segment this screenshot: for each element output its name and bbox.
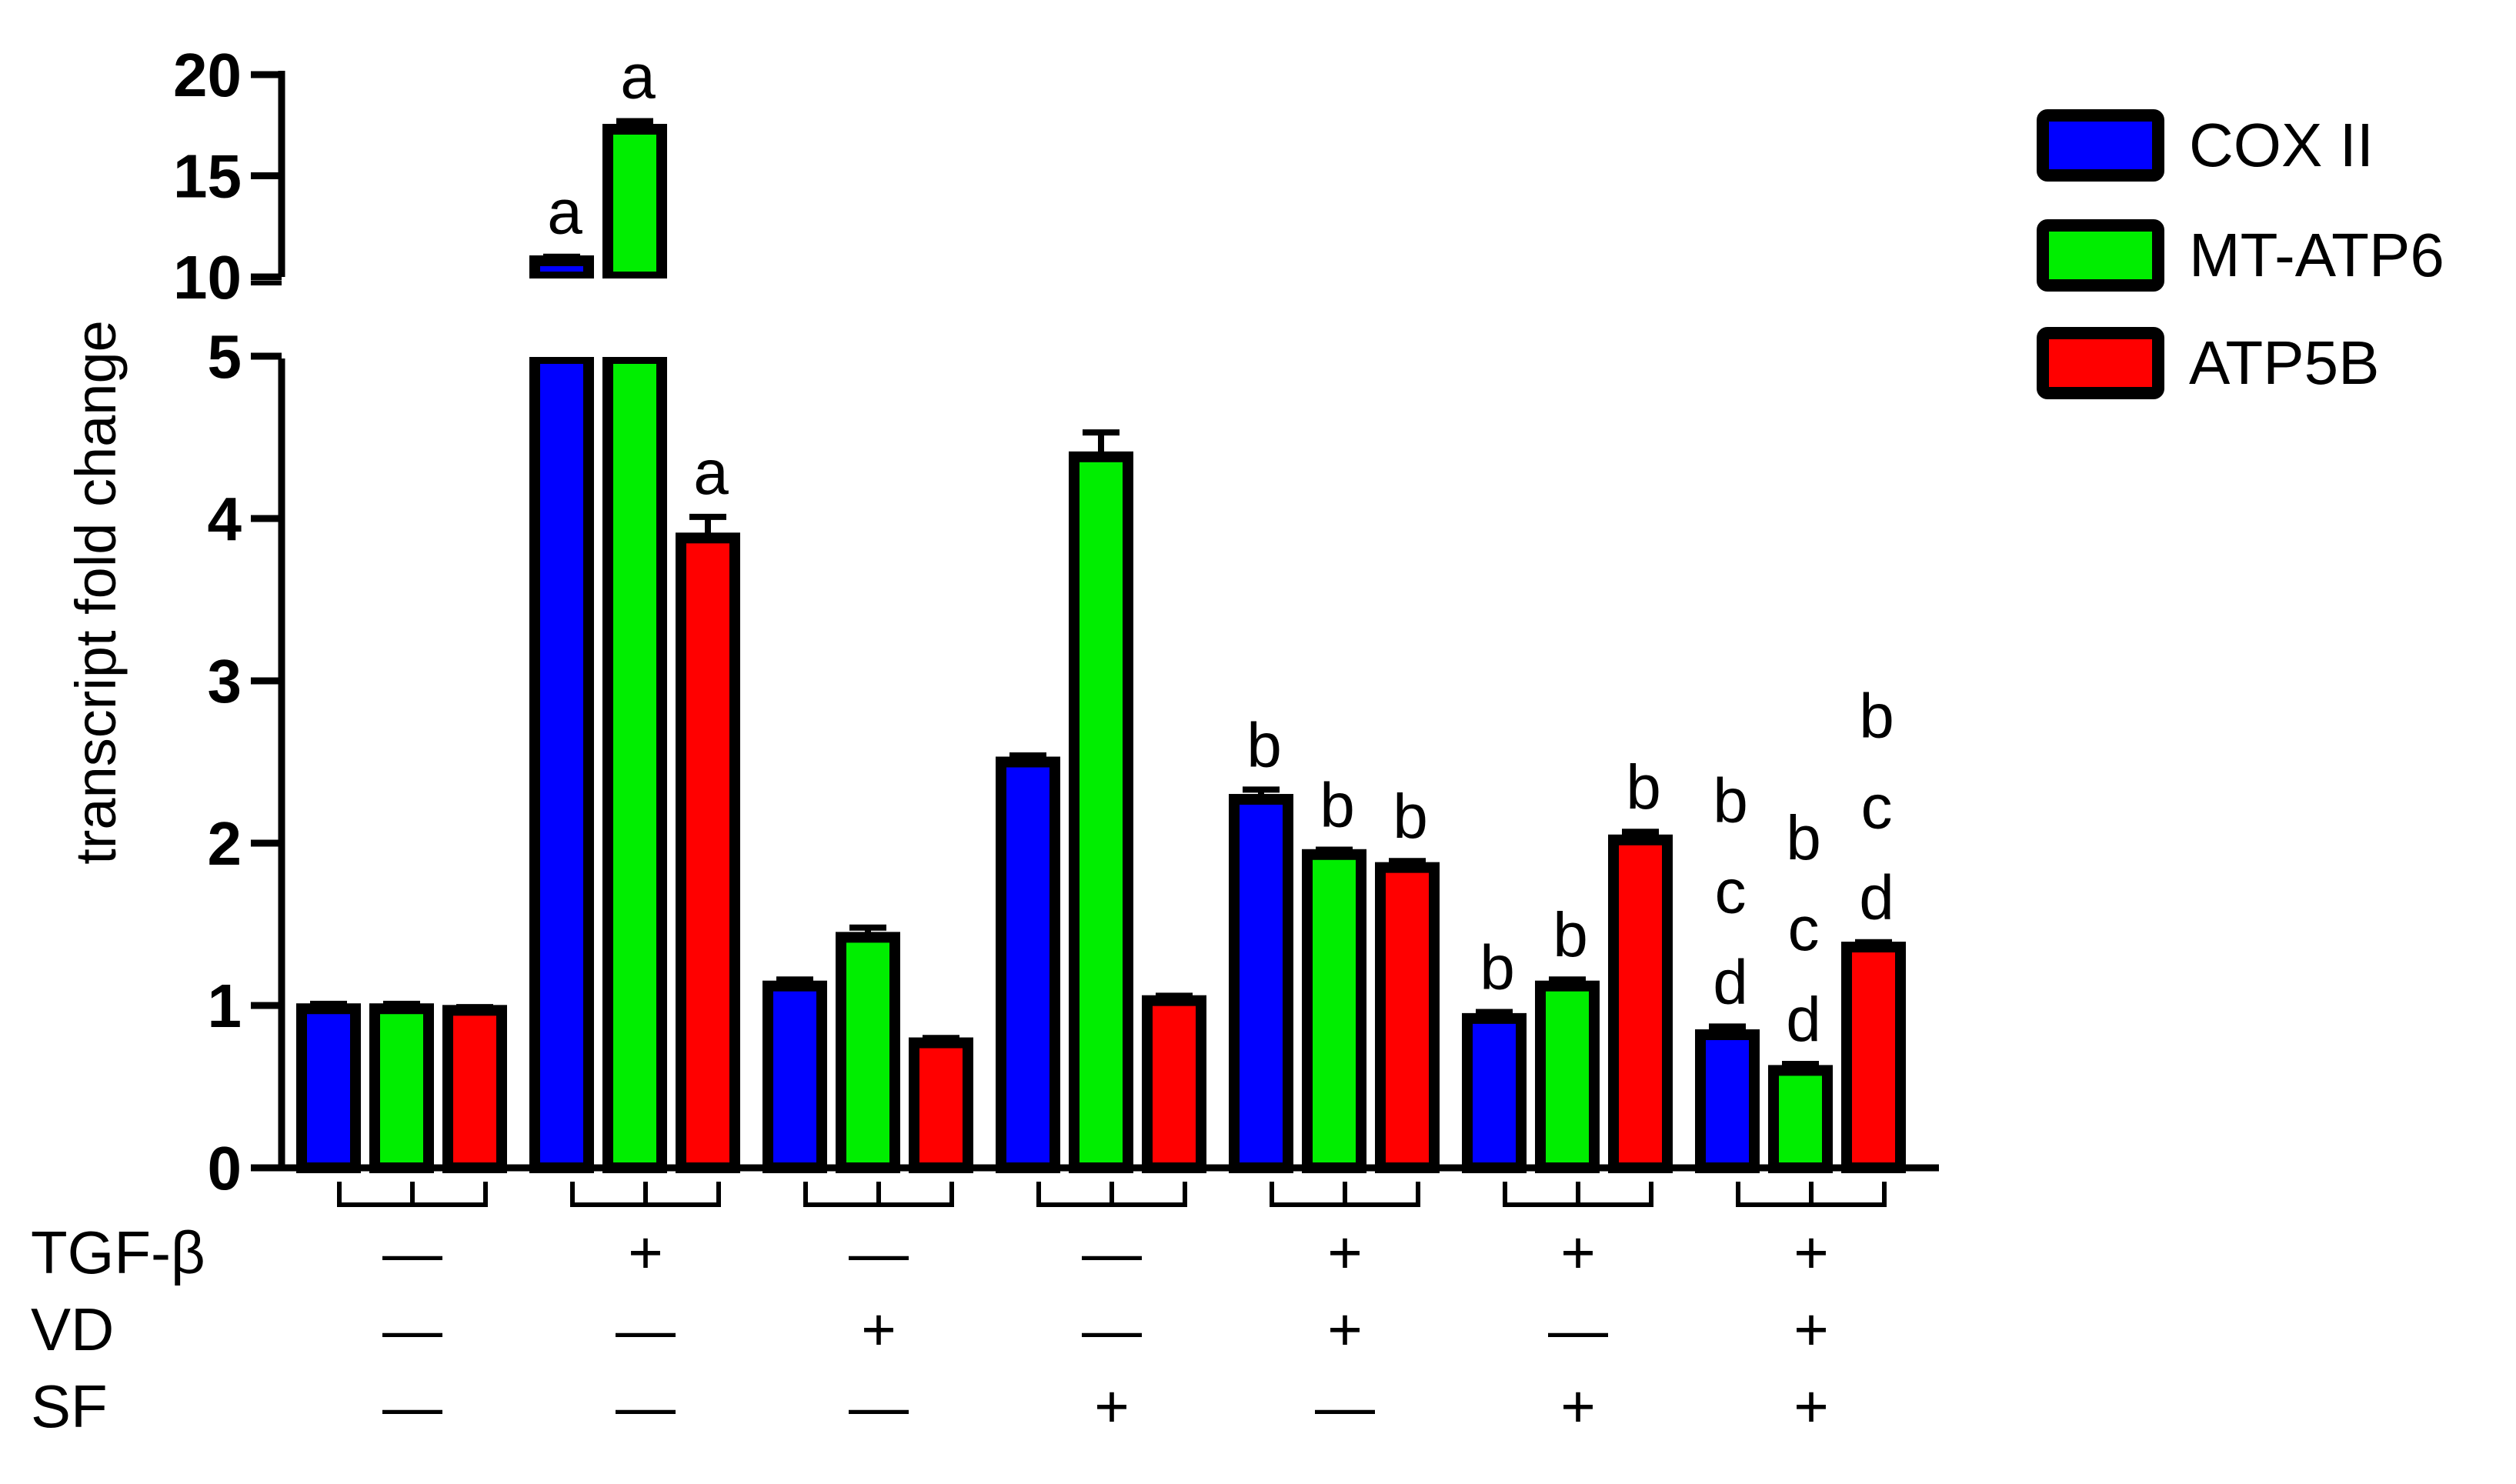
bar-cox-ii: [762, 980, 827, 1174]
legend-label: ATP5B: [2189, 328, 2380, 397]
group-bracket: [1036, 1182, 1187, 1207]
bar-atp5b: [1375, 862, 1440, 1174]
condition-table: TGF-β — + — — + + + VD — — + — + — + SF — — — + — + +: [31, 1219, 1829, 1440]
condition-sign: +: [1794, 1372, 1829, 1440]
significance-letter: c: [1788, 894, 1820, 964]
condition-sign: +: [1094, 1372, 1130, 1440]
significance-letter: c: [1715, 856, 1747, 926]
bar-atp5b: [1841, 942, 1906, 1174]
bar-mt-atp6: [1069, 451, 1133, 1173]
legend-label: MT-ATP6: [2189, 221, 2444, 289]
condition-sign: —: [616, 1296, 676, 1363]
y-tick-label: 0: [208, 1134, 242, 1202]
bar-cox-ii: [296, 1003, 361, 1173]
axis-break-gap: [527, 278, 596, 357]
bar-atp5b: [442, 1005, 507, 1173]
condition-sign: +: [1794, 1296, 1829, 1363]
significance-letter: b: [1713, 765, 1748, 835]
y-tick-label: 2: [208, 809, 242, 878]
bar-mt-atp6: [836, 932, 900, 1173]
condition-sign: —: [1082, 1219, 1142, 1286]
significance-letter: b: [1786, 803, 1821, 873]
bar-atp5b: [1142, 995, 1206, 1174]
group-bracket: [1736, 1182, 1887, 1207]
bar-cox-ii: [1229, 794, 1293, 1174]
condition-sign: +: [1327, 1296, 1363, 1363]
y-tick-label: 15: [173, 142, 242, 211]
bar-cox-ii: [1462, 1012, 1527, 1173]
bar-atp5b: [909, 1037, 973, 1174]
group-bracket: [1270, 1182, 1420, 1207]
y-tick-label: 3: [208, 647, 242, 715]
bar-cox-ii: [996, 756, 1060, 1173]
condition-sign: —: [382, 1372, 442, 1440]
condition-sign: —: [1082, 1296, 1142, 1363]
condition-sign: +: [861, 1296, 896, 1363]
group-bracket: [803, 1182, 954, 1207]
bar-cox-ii-lower: [529, 353, 594, 1173]
group-bracket: [570, 1182, 721, 1207]
condition-sign: +: [1327, 1219, 1363, 1286]
y-tick-label: 10: [173, 243, 242, 312]
bar-mt-atp6: [1535, 980, 1600, 1174]
significance-letter: a: [547, 178, 582, 248]
y-tick-label: 5: [208, 322, 242, 391]
bar-atp5b: [676, 532, 740, 1173]
significance-letter: d: [1713, 947, 1748, 1017]
bar-mt-atp6: [1768, 1065, 1833, 1174]
condition-label: SF: [31, 1372, 108, 1440]
condition-sign: —: [1548, 1296, 1608, 1363]
condition-label: TGF-β: [31, 1219, 205, 1286]
axis-break-gap: [600, 278, 669, 357]
y-tick-label: 20: [173, 41, 242, 109]
significance-letter: a: [620, 42, 656, 112]
significance-letter: d: [1786, 985, 1821, 1055]
legend: COX II MT-ATP6 ATP5B: [2037, 109, 2444, 399]
condition-sign: —: [849, 1219, 909, 1286]
bars: [296, 118, 1906, 1174]
condition-sign: —: [382, 1219, 442, 1286]
axes: 0 1 2 3 4 5 10 15 20 transcript fold change: [64, 41, 1939, 1207]
significance-letter: b: [1393, 782, 1428, 852]
significance-letter: b: [1859, 682, 1894, 752]
condition-sign: —: [849, 1372, 909, 1440]
legend-swatch: [2037, 219, 2164, 292]
group-bracket: [337, 1182, 488, 1207]
bar-cox-ii-upper: [529, 255, 594, 282]
bar-mt-atp6: [1302, 849, 1366, 1174]
condition-label: VD: [31, 1296, 114, 1363]
bar-mt-atp6: [369, 1003, 434, 1173]
bar-mt-atp6-lower: [602, 353, 667, 1173]
condition-sign: —: [382, 1296, 442, 1363]
condition-sign: +: [1560, 1372, 1596, 1440]
y-tick-label: 1: [208, 972, 242, 1040]
condition-sign: —: [1315, 1372, 1375, 1440]
condition-sign: +: [628, 1219, 663, 1286]
significance-letter: d: [1859, 863, 1894, 933]
condition-sign: +: [1794, 1219, 1829, 1286]
legend-swatch: [2037, 327, 2164, 399]
significance-letter: b: [1246, 710, 1282, 780]
bar-cox-ii: [1695, 1029, 1760, 1173]
legend-label: COX II: [2189, 111, 2374, 179]
y-tick-label: 4: [208, 485, 242, 553]
significance-letter: b: [1553, 900, 1588, 970]
condition-sign: +: [1560, 1219, 1596, 1286]
significance-letter: b: [1626, 752, 1661, 822]
legend-swatch: [2037, 109, 2164, 182]
condition-sign: —: [616, 1372, 676, 1440]
significance-letter: b: [1480, 932, 1515, 1002]
significance-letter: c: [1861, 772, 1893, 842]
group-bracket: [1503, 1182, 1653, 1207]
bar-atp5b: [1608, 834, 1673, 1174]
significance-letter: b: [1320, 770, 1355, 840]
y-axis-title: transcript fold change: [64, 320, 128, 865]
bar-mt-atp6-upper: [602, 124, 667, 282]
significance-letter: a: [693, 438, 729, 508]
